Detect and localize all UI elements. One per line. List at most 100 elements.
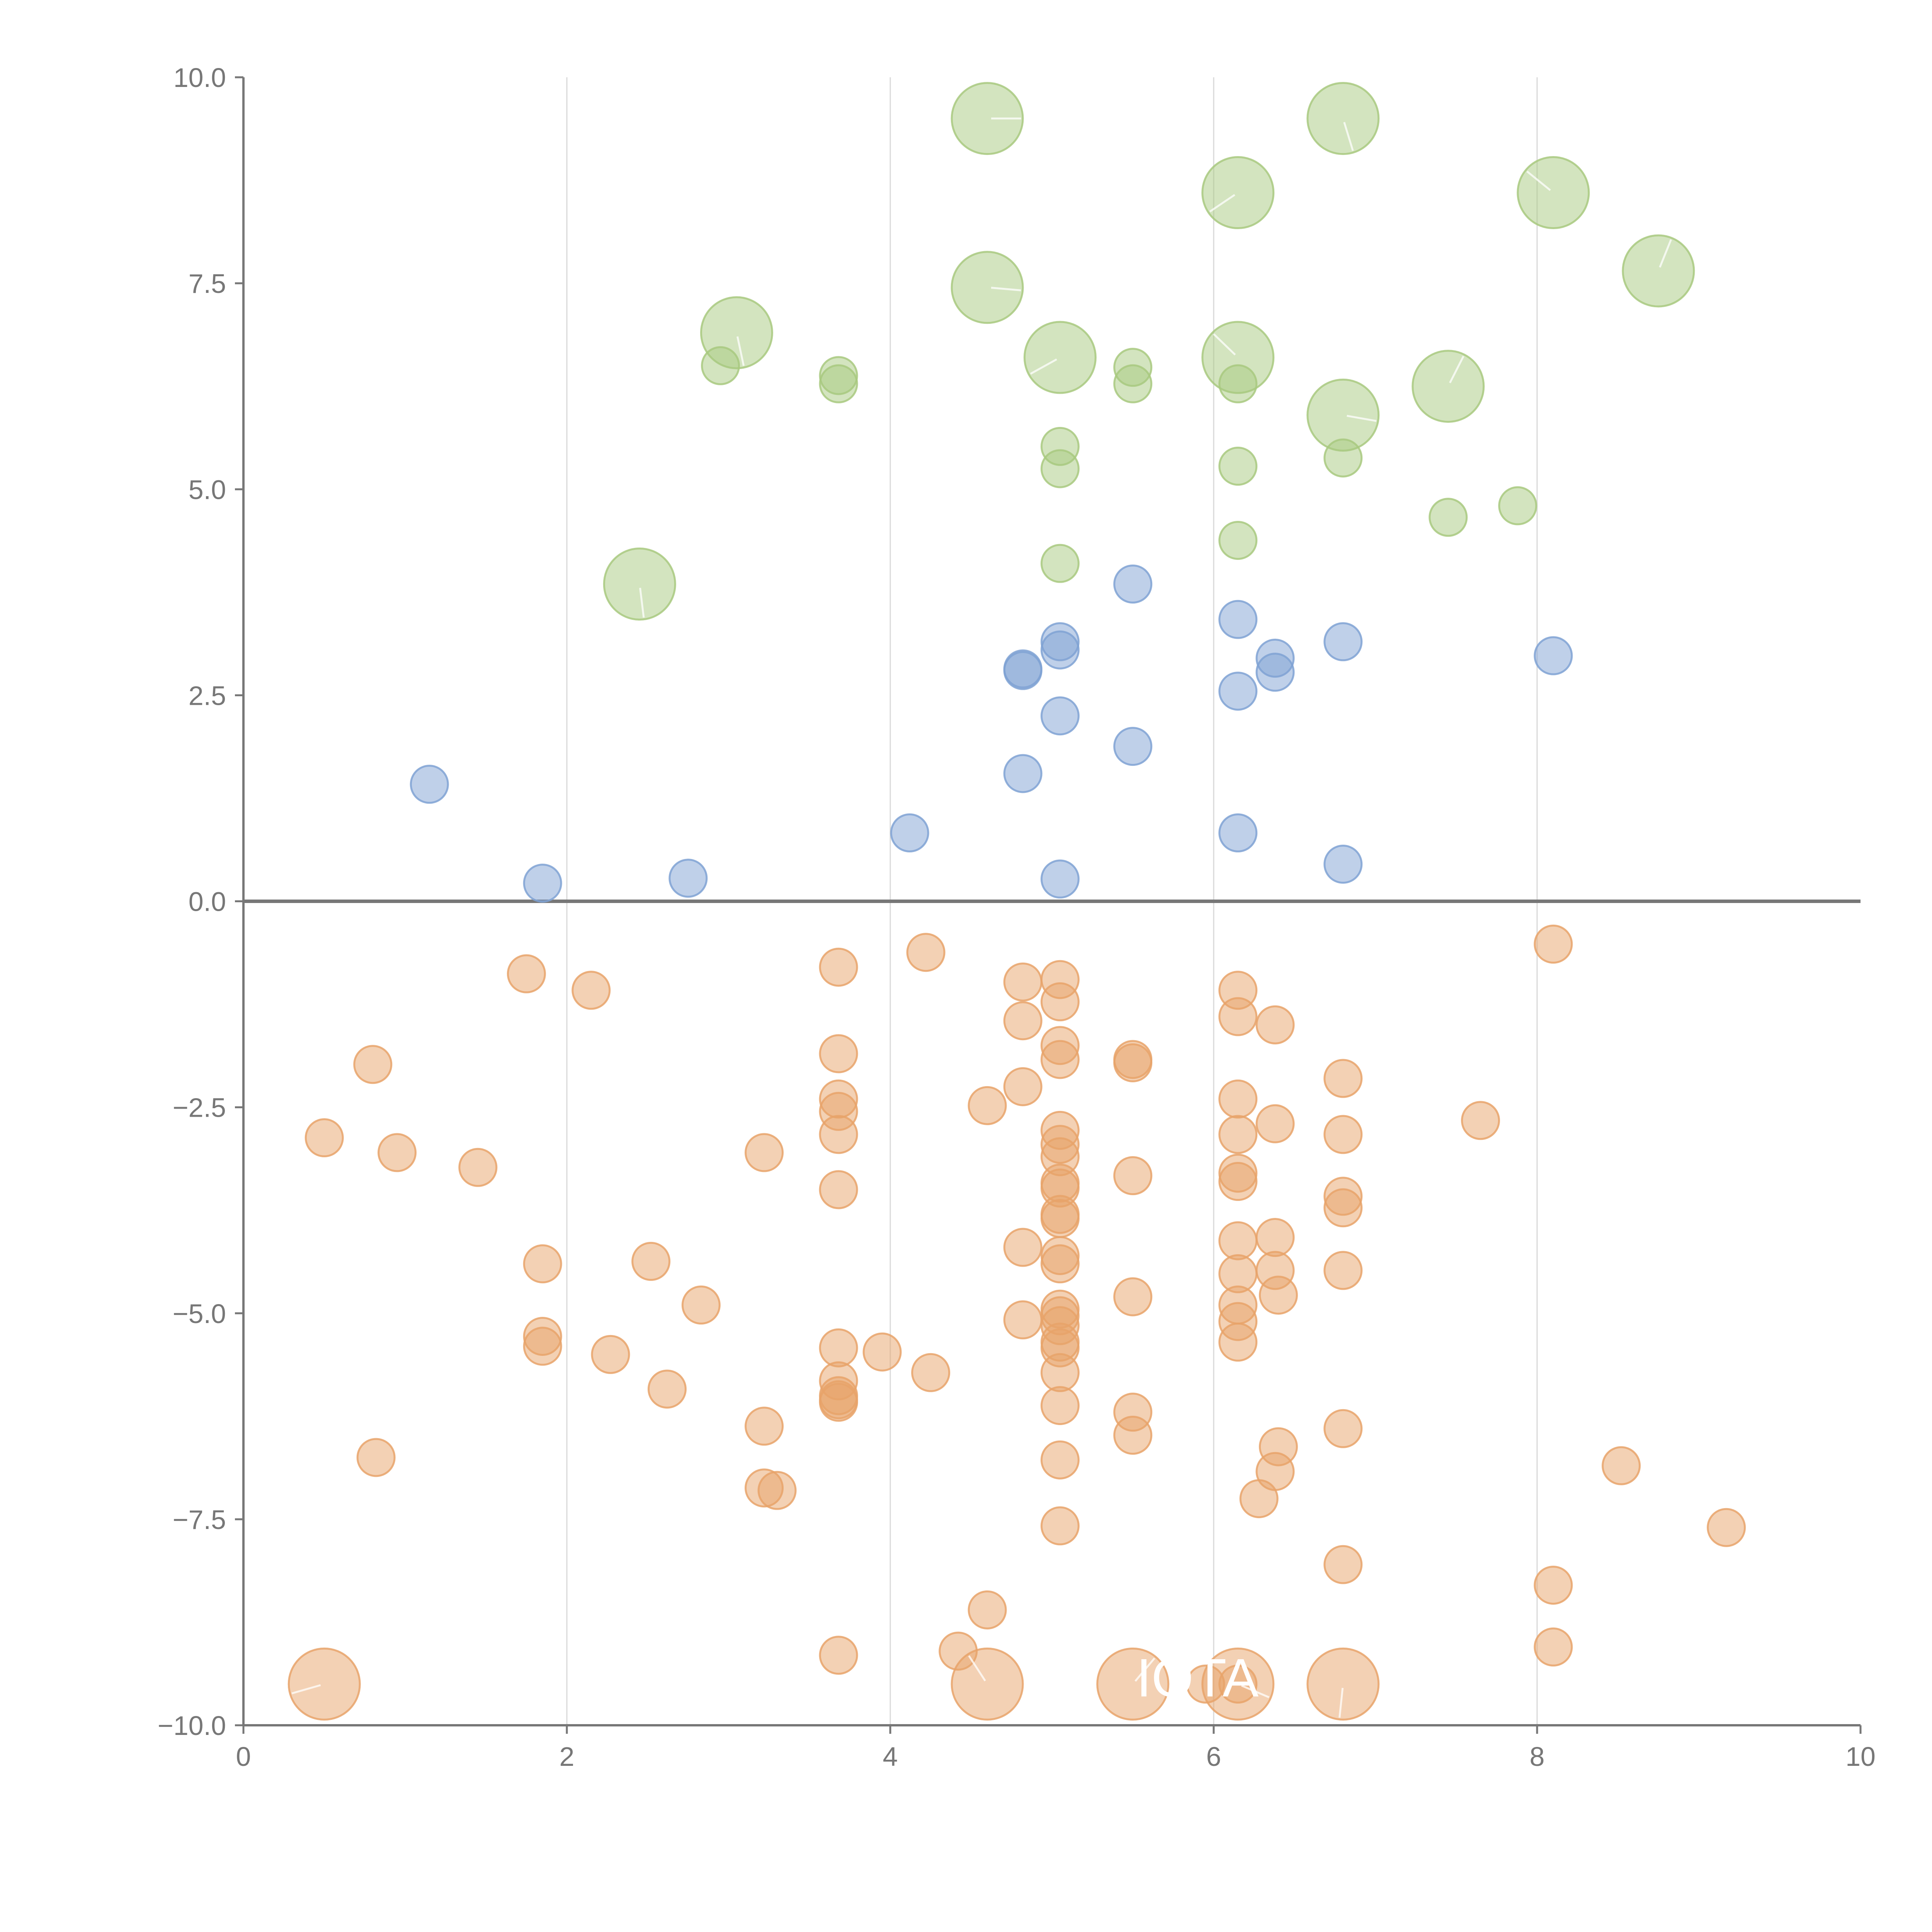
data-point-green: [603, 547, 676, 621]
y-tick-label: 2.5: [189, 680, 226, 711]
bubble-leader-line: [1134, 1657, 1155, 1682]
data-point-orange: [571, 971, 611, 1010]
data-point-orange: [523, 1327, 562, 1366]
data-point-orange: [1323, 1251, 1363, 1290]
data-point-blue: [1255, 653, 1295, 692]
label-layer: IOTA: [1136, 1647, 1259, 1708]
data-point-orange: [1255, 1218, 1295, 1257]
data-point-orange: [287, 1647, 361, 1721]
data-point-orange: [1255, 1104, 1295, 1143]
data-point-orange: [1218, 1115, 1258, 1154]
data-point-orange: [304, 1118, 344, 1158]
data-point-orange: [1218, 1322, 1258, 1362]
data-point-green: [951, 251, 1024, 324]
data-point-green: [1323, 438, 1363, 478]
data-point-orange: [1096, 1647, 1170, 1721]
data-point-orange: [507, 954, 546, 993]
series-green-small: [701, 346, 1537, 583]
data-point-orange: [591, 1335, 630, 1374]
data-point-orange: [862, 1332, 902, 1372]
data-point-orange: [1461, 1101, 1500, 1140]
data-point-green: [1218, 364, 1258, 403]
y-tick-label: −2.5: [173, 1093, 226, 1123]
data-point-orange: [819, 1115, 858, 1154]
data-point-green: [1429, 498, 1468, 537]
y-tick-label: 0.0: [189, 887, 226, 917]
annotation-label: IOTA: [1136, 1647, 1259, 1708]
data-point-orange: [1323, 1545, 1363, 1584]
data-point-orange: [1113, 1277, 1153, 1316]
data-point-blue: [1113, 564, 1153, 604]
data-point-orange: [523, 1244, 562, 1284]
data-point-orange: [819, 1328, 858, 1367]
data-point-orange: [1113, 1043, 1153, 1082]
y-tick-label: −7.5: [173, 1505, 226, 1535]
data-point-orange: [906, 933, 946, 972]
data-point-orange: [1218, 1221, 1258, 1260]
data-point-orange: [1040, 1040, 1080, 1079]
data-point-blue: [1323, 845, 1363, 884]
data-point-orange: [1113, 1415, 1153, 1455]
data-point-orange: [757, 1471, 797, 1510]
data-point-orange: [647, 1369, 687, 1409]
data-point-orange: [745, 1133, 784, 1172]
data-point-orange: [819, 947, 858, 987]
bubble-leader-line: [1526, 170, 1551, 191]
data-point-orange: [1255, 1005, 1295, 1044]
bubble-leader-line: [1659, 239, 1672, 268]
data-point-blue: [1218, 672, 1258, 711]
axis-layer: 0 2 4 6 8 10 −10.0 −7.5 −5.0 −2.5 0.0 2.5 5.0 7.5 10.0: [158, 63, 1876, 1772]
data-point-orange: [1259, 1276, 1298, 1315]
series-orange-small: [304, 924, 1746, 1704]
data-point-orange: [1201, 1647, 1275, 1721]
x-tick-label: 0: [236, 1742, 251, 1772]
data-point-green: [701, 346, 740, 385]
data-point-orange: [1323, 1115, 1363, 1154]
bubble-leader-line: [1338, 1688, 1344, 1718]
data-point-orange: [681, 1285, 721, 1325]
data-point-green: [1622, 234, 1695, 308]
data-point-orange: [378, 1133, 417, 1172]
bubble-leader-line: [1343, 122, 1354, 151]
data-point-orange: [1040, 1199, 1080, 1238]
data-point-green: [1498, 486, 1537, 526]
data-point-green: [1412, 350, 1485, 423]
x-tick-label: 10: [1845, 1742, 1876, 1772]
data-point-blue: [890, 813, 929, 853]
data-point-blue: [668, 859, 708, 898]
data-point-orange: [1040, 1506, 1080, 1546]
data-point-green: [1306, 82, 1380, 155]
data-point-orange: [458, 1148, 498, 1187]
data-point-green: [1218, 447, 1258, 486]
data-point-orange: [1218, 1162, 1258, 1201]
point-layer: [287, 82, 1746, 1721]
bubble-leader-line: [639, 588, 645, 618]
data-point-orange: [1534, 1627, 1573, 1667]
y-tick-label: 5.0: [189, 474, 226, 505]
data-point-orange: [1040, 1386, 1080, 1425]
data-point-green: [1201, 156, 1275, 230]
data-point-green: [1218, 520, 1258, 560]
data-point-blue: [1040, 696, 1080, 736]
bubble-leader-line: [1241, 1684, 1270, 1698]
bubble-leader-line: [1030, 358, 1057, 375]
bubble-leader-line: [1449, 355, 1464, 383]
data-point-blue: [1534, 636, 1573, 675]
data-point-orange: [1003, 1228, 1043, 1267]
x-tick-label: 4: [883, 1742, 898, 1772]
data-point-orange: [1323, 1409, 1363, 1448]
data-point-green: [1517, 156, 1590, 230]
y-tick-label: −10.0: [158, 1711, 226, 1741]
bubble-leader-line: [968, 1655, 986, 1682]
data-point-blue: [1218, 600, 1258, 639]
data-point-blue: [1113, 727, 1153, 766]
data-point-orange: [911, 1353, 951, 1392]
series-blue: [410, 564, 1573, 903]
data-point-blue: [1323, 622, 1363, 662]
data-point-blue: [410, 765, 449, 804]
data-point-blue: [1040, 630, 1080, 670]
data-point-orange: [1040, 1244, 1080, 1284]
bubble-leader-line: [1347, 415, 1377, 422]
x-tick-label: 6: [1206, 1742, 1221, 1772]
series-orange-large: [287, 1647, 1380, 1721]
